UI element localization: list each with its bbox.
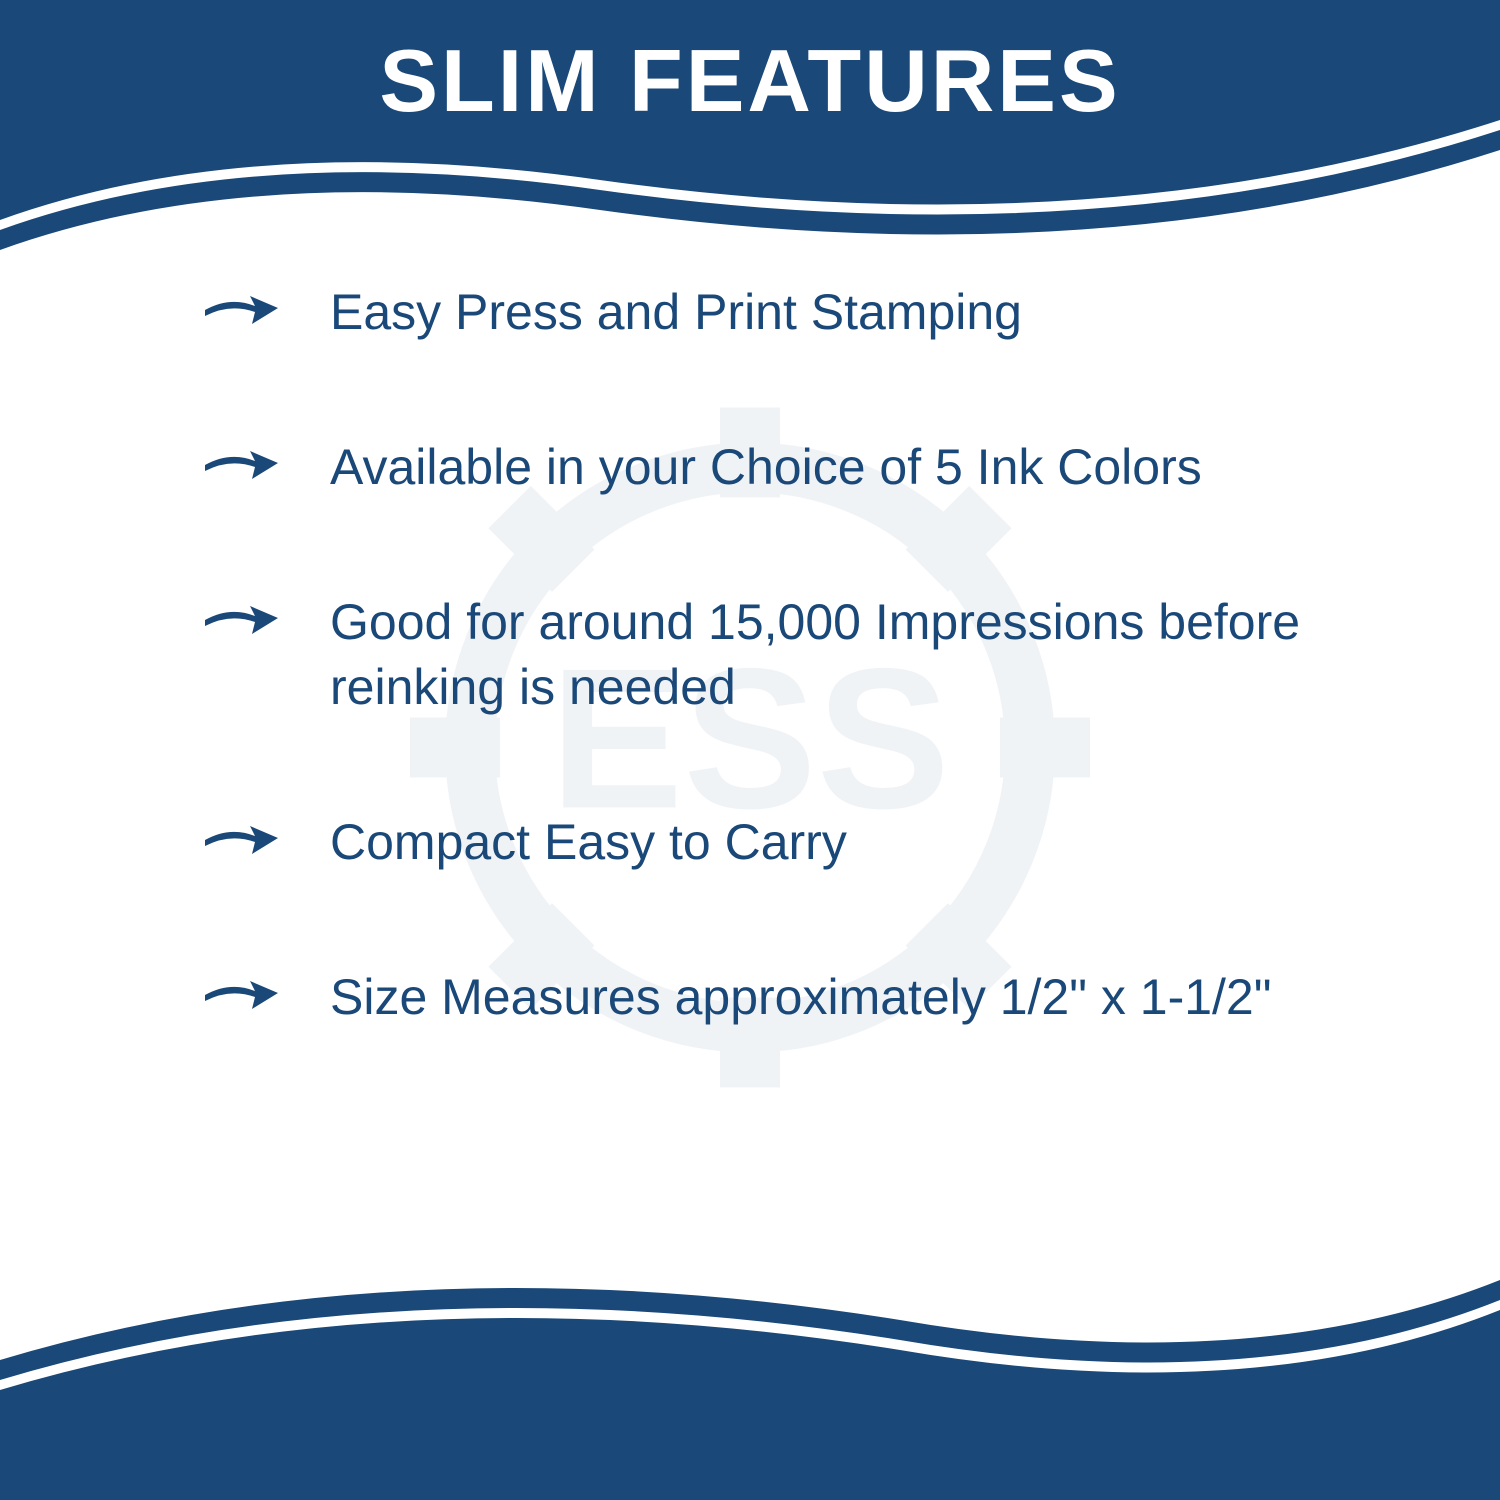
features-list: Easy Press and Print Stamping Available … xyxy=(200,280,1380,1120)
feature-item: Size Measures approximately 1/2" x 1-1/2… xyxy=(200,965,1380,1030)
infographic-card: SLIM FEATURES ESS xyxy=(0,0,1500,1500)
feature-item: Good for around 15,000 Impressions befor… xyxy=(200,590,1380,720)
feature-item: Compact Easy to Carry xyxy=(200,810,1380,875)
feature-text: Easy Press and Print Stamping xyxy=(330,280,1022,345)
feature-text: Good for around 15,000 Impressions befor… xyxy=(330,590,1380,720)
page-title: SLIM FEATURES xyxy=(0,30,1500,132)
feature-text: Available in your Choice of 5 Ink Colors xyxy=(330,435,1202,500)
feature-item: Available in your Choice of 5 Ink Colors xyxy=(200,435,1380,500)
arrow-icon xyxy=(200,443,290,488)
arrow-icon xyxy=(200,973,290,1018)
feature-text: Size Measures approximately 1/2" x 1-1/2… xyxy=(330,965,1271,1030)
arrow-icon xyxy=(200,818,290,863)
feature-text: Compact Easy to Carry xyxy=(330,810,847,875)
feature-item: Easy Press and Print Stamping xyxy=(200,280,1380,345)
arrow-icon xyxy=(200,288,290,333)
footer-wave-decoration xyxy=(0,1220,1500,1500)
arrow-icon xyxy=(200,598,290,643)
